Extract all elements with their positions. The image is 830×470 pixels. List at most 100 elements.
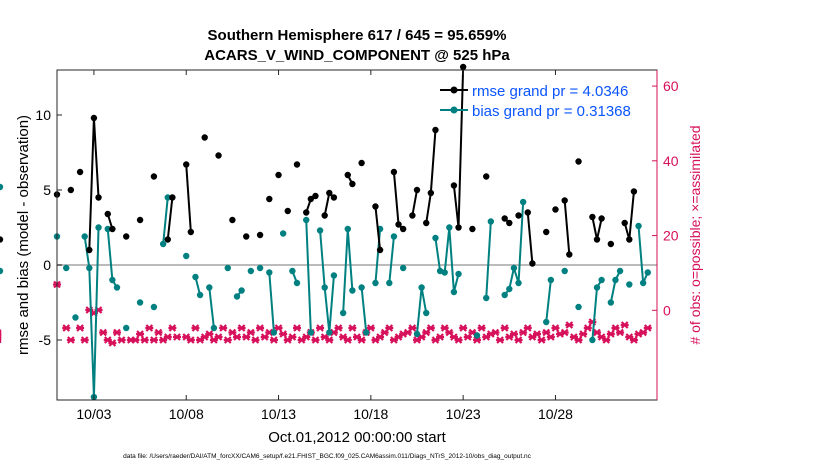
bias-point	[136, 299, 144, 306]
bias-point	[293, 279, 301, 287]
obs-assimilated-marker	[62, 324, 71, 332]
obs-assimilated-marker	[191, 324, 200, 332]
x-tick-label: 10/08	[169, 406, 204, 422]
rmse-point	[390, 168, 398, 176]
obs-assimilated-marker	[583, 324, 592, 332]
obs-assimilated-marker	[274, 324, 283, 332]
bias-line-segment	[388, 236, 395, 284]
bias-point	[598, 276, 605, 284]
rmse-point	[427, 189, 435, 197]
obs-assimilated-marker	[514, 336, 523, 344]
rmse-point	[423, 219, 430, 227]
rmse-line-segment	[374, 206, 382, 251]
bias-point	[616, 267, 624, 275]
obs-assimilated-marker	[357, 336, 366, 344]
bias-point	[446, 224, 453, 231]
rmse-point	[349, 180, 356, 188]
bias-point	[270, 329, 278, 336]
rmse-point	[372, 203, 379, 210]
rmse-point	[399, 225, 407, 233]
obs-assimilated-marker	[473, 336, 481, 344]
y-axis-label: rmse and bias (model - observation)	[15, 115, 32, 355]
bias-point	[0, 267, 4, 275]
rmse-point	[183, 161, 190, 168]
obs-assimilated-marker	[509, 330, 518, 338]
bias-point	[344, 225, 351, 233]
rmse-line-segment	[563, 200, 571, 255]
x-tick-label: 10/13	[261, 406, 296, 422]
rmse-point	[67, 186, 75, 194]
rmse-point	[95, 194, 102, 201]
bias-point	[423, 309, 430, 317]
rmse-point	[243, 233, 250, 240]
rmse-point	[630, 188, 638, 195]
obs-assimilated-marker	[168, 324, 177, 332]
obs-assimilated-marker	[491, 328, 500, 337]
obs-assimilated-marker	[551, 324, 560, 332]
bias-point	[326, 329, 333, 336]
rmse-point	[506, 219, 513, 227]
obs-assimilated-marker	[500, 324, 509, 332]
obs-assimilated-marker	[205, 330, 214, 338]
rmse-point	[413, 186, 421, 194]
obs-assimilated-marker	[537, 336, 546, 344]
obs-assimilated-marker	[256, 324, 265, 332]
obs-assimilated-marker	[348, 324, 357, 332]
rmse-point	[593, 236, 601, 243]
bias-point	[247, 267, 255, 275]
rmse-line-segment	[185, 164, 192, 233]
y-tick-label: -5	[39, 332, 52, 348]
y2-tick-label: 60	[663, 78, 679, 94]
obs-assimilated-marker	[496, 336, 505, 344]
bias-point	[321, 284, 328, 291]
obs-assimilated-marker	[246, 328, 255, 337]
bias-point	[501, 291, 508, 299]
bias-point	[644, 269, 651, 276]
bias-line-segment	[208, 287, 215, 329]
x-axis-label: Oct.01,2012 00:00:00 start	[268, 429, 446, 446]
obs-assimilated-marker	[385, 324, 394, 332]
rmse-point	[598, 215, 605, 222]
obs-assimilated-marker	[565, 321, 574, 329]
rmse-point	[275, 171, 282, 179]
bias-point	[164, 194, 171, 201]
bias-point	[358, 284, 365, 291]
obs-assimilated-marker	[579, 330, 588, 338]
bias-point	[150, 303, 158, 311]
rmse-point	[86, 246, 93, 254]
rmse-series	[0, 63, 638, 267]
rmse-line-segment	[411, 189, 418, 216]
bias-point	[192, 273, 199, 281]
bias-point	[72, 314, 79, 321]
obs-assimilated-marker	[113, 328, 121, 337]
obs-assimilated-marker	[99, 328, 108, 337]
obs-assimilated-marker	[533, 330, 541, 338]
rmse-point	[307, 195, 315, 203]
obs-assimilated-marker	[76, 324, 85, 332]
rmse-line-segment	[166, 197, 174, 240]
rmse-point	[284, 207, 291, 215]
bias-point	[256, 264, 264, 272]
x-tick-label: 10/03	[76, 406, 111, 422]
obs-assimilated-marker	[325, 336, 334, 344]
y2-tick-label: 0	[663, 302, 671, 318]
obs-assimilated-marker	[316, 324, 325, 332]
bias-point	[183, 252, 190, 260]
rmse-point	[621, 219, 628, 227]
obs-assimilated-marker	[223, 336, 232, 344]
bias-point	[510, 264, 518, 272]
rmse-point	[312, 192, 319, 200]
obs-assimilated-marker	[131, 336, 140, 344]
obs-assimilated-marker	[454, 336, 463, 344]
obs-assimilated-marker	[643, 324, 652, 332]
bias-line-segment	[319, 230, 335, 333]
bias-point	[349, 287, 356, 294]
legend: rmse grand pr = 4.0346 bias grand pr = 0…	[440, 83, 631, 120]
rmse-point	[215, 152, 222, 159]
rmse-point	[187, 228, 195, 236]
obs-assimilated-marker	[66, 336, 75, 344]
bias-point	[316, 227, 324, 234]
rmse-point	[395, 221, 402, 228]
bias-point	[233, 293, 241, 300]
rmse-line-segment	[526, 212, 534, 264]
